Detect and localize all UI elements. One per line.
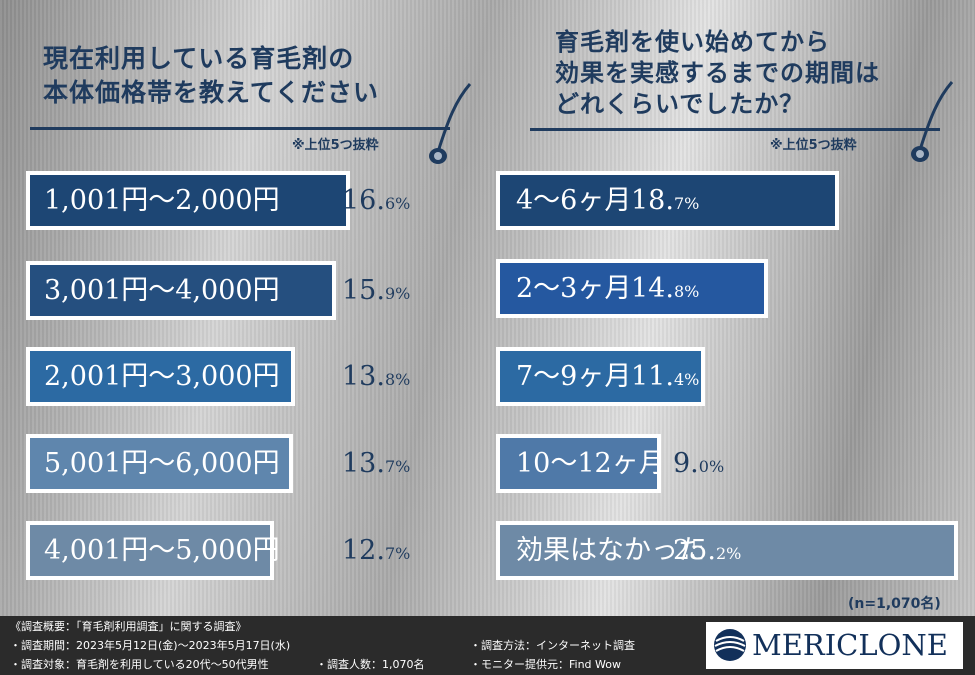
bar-0-2: 2,001円～3,000円 bbox=[26, 347, 295, 406]
left-title-line1: 現在利用している育毛剤の bbox=[43, 44, 355, 73]
bar-0-3: 5,001円～6,000円 bbox=[26, 434, 293, 493]
bar-1-2: 7～9ヶ月 bbox=[496, 347, 705, 406]
bar-value-1-3: 9.0% bbox=[673, 448, 725, 479]
bar-label-1-4: 効果はなかった bbox=[516, 535, 705, 566]
bar-label-0-4: 4,001円～5,000円 bbox=[44, 535, 280, 566]
bar-value-1-2: 11.4% bbox=[631, 361, 700, 392]
hair-follicle-icon bbox=[429, 83, 472, 164]
right-title-underline bbox=[530, 128, 940, 131]
left-chart-title: 現在利用している育毛剤の 本体価格帯を教えてください bbox=[43, 42, 443, 110]
right-title-line2: 効果を実感するまでの期間は bbox=[555, 59, 880, 87]
bar-1-3: 10～12ヶ月 bbox=[496, 434, 666, 493]
survey-overview: 《調査概要：「育毛剤利用調査」に関する調査》 bbox=[10, 620, 247, 633]
right-note: ※上位5つ抜粋 bbox=[770, 138, 857, 153]
bar-0-0: 1,001円～2,000円 bbox=[26, 171, 350, 230]
left-title-underline bbox=[30, 127, 450, 130]
bar-value-1-1: 14.8% bbox=[631, 273, 700, 304]
bar-label-1-2: 7～9ヶ月 bbox=[516, 361, 632, 392]
bar-value-1-0: 18.7% bbox=[631, 185, 700, 216]
left-note: ※上位5つ抜粋 bbox=[292, 138, 379, 153]
sample-size-note: (n=1,070名) bbox=[848, 596, 941, 612]
bar-label-0-0: 1,001円～2,000円 bbox=[44, 185, 280, 216]
bar-label-1-3: 10～12ヶ月 bbox=[516, 448, 666, 479]
bar-value-0-2: 13.8% bbox=[342, 361, 411, 392]
bar-value-0-4: 12.7% bbox=[342, 535, 411, 566]
bar-label-0-1: 3,001円～4,000円 bbox=[44, 275, 280, 306]
bar-0-4: 4,001円～5,000円 bbox=[26, 521, 280, 580]
bar-label-1-1: 2～3ヶ月 bbox=[516, 273, 632, 304]
survey-period: ・調査期間：2023年5月12日(金)～2023年5月17日(水) bbox=[10, 639, 291, 652]
bar-0-1: 3,001円～4,000円 bbox=[26, 261, 336, 320]
bar-value-0-3: 13.7% bbox=[342, 448, 411, 479]
bar-1-4: 効果はなかった bbox=[496, 521, 958, 580]
bar-value-1-4: 25.2% bbox=[673, 535, 742, 566]
right-title-line3: どれくらいでしたか？ bbox=[555, 90, 805, 118]
survey-count: ・調査人数：1,070名 bbox=[316, 658, 425, 671]
survey-method: ・調査方法：インターネット調査 bbox=[470, 639, 635, 652]
bar-label-0-2: 2,001円～3,000円 bbox=[44, 361, 280, 392]
logo-text: MERICLONE bbox=[752, 628, 948, 662]
bar-1-0: 4～6ヶ月 bbox=[496, 171, 839, 230]
mericlone-logo: MERICLONE bbox=[706, 622, 963, 669]
bar-label-0-3: 5,001円～6,000円 bbox=[44, 448, 280, 479]
survey-provider: ・モニター提供元：Find Wow bbox=[470, 658, 621, 671]
bar-label-1-0: 4～6ヶ月 bbox=[516, 185, 632, 216]
bar-value-0-1: 15.9% bbox=[342, 275, 411, 306]
hair-follicle-icon bbox=[911, 81, 954, 162]
bar-value-0-0: 16.6% bbox=[342, 185, 411, 216]
right-chart-title: 育毛剤を使い始めてから 効果を実感するまでの期間は どれくらいでしたか？ bbox=[555, 27, 945, 120]
survey-target: ・調査対象：育毛剤を利用している20代～50代男性 bbox=[10, 658, 269, 671]
left-title-line2: 本体価格帯を教えてください bbox=[43, 78, 380, 107]
logo-emblem-icon bbox=[714, 629, 746, 661]
bar-1-1: 2～3ヶ月 bbox=[496, 259, 768, 318]
right-title-line1: 育毛剤を使い始めてから bbox=[555, 28, 830, 56]
